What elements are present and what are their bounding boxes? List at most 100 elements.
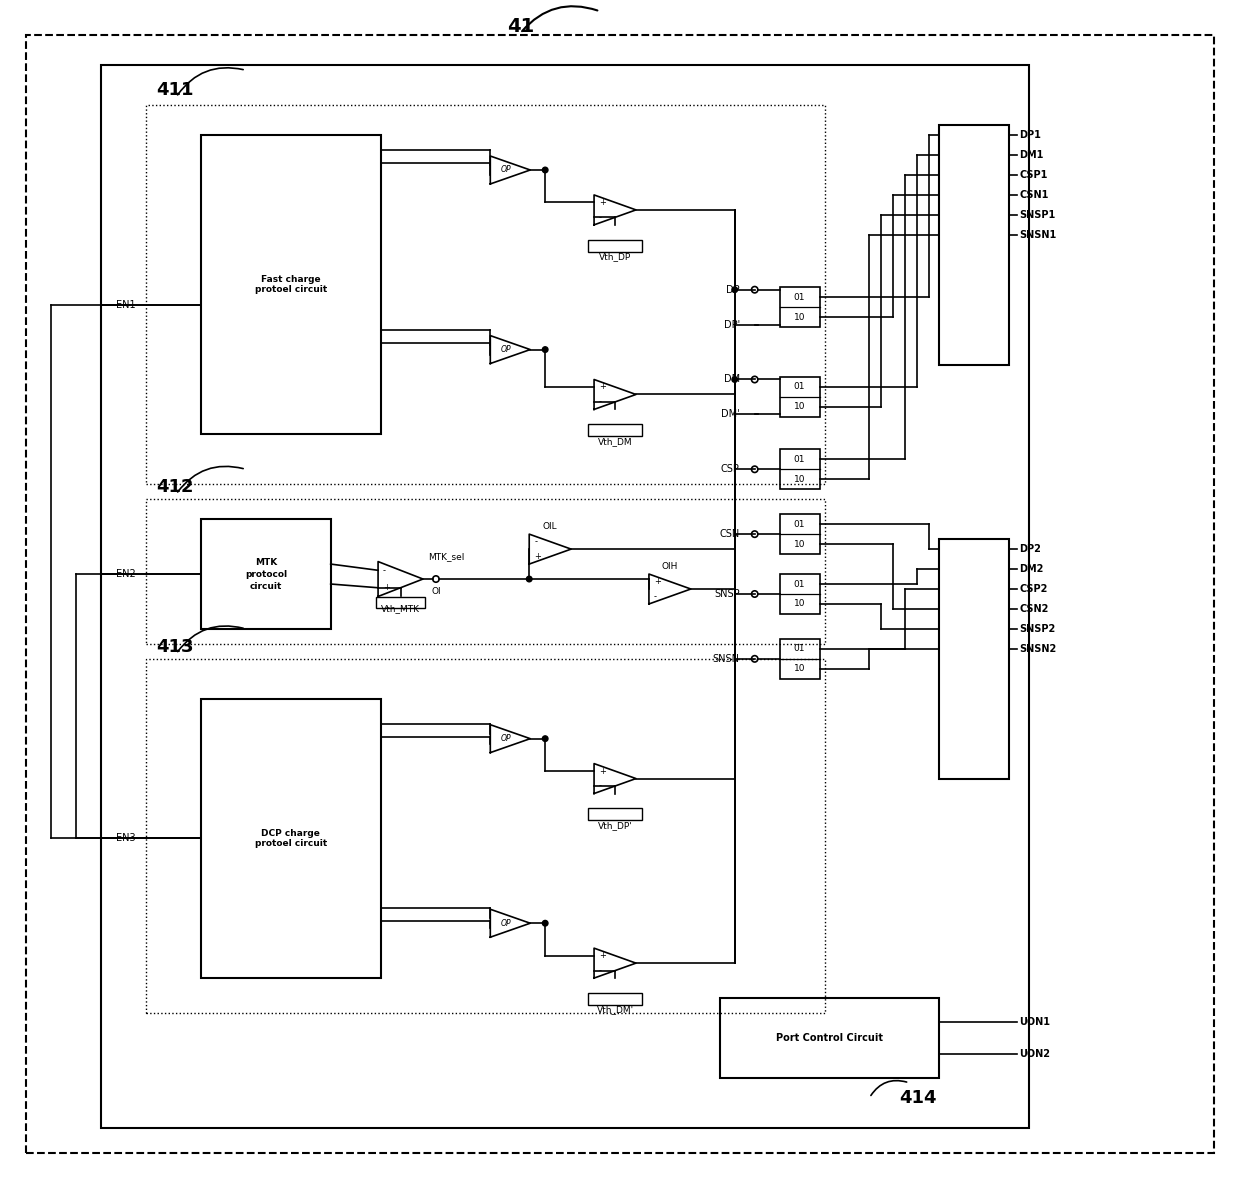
Text: UON2: UON2 [1019,1049,1050,1058]
Bar [201,135,381,435]
Text: 411: 411 [156,82,193,99]
Text: 10: 10 [794,599,805,609]
Bar [588,240,642,252]
Text: 01: 01 [794,644,805,654]
Text: EN2: EN2 [117,570,136,579]
Bar [376,598,425,609]
Text: OP: OP [501,734,512,744]
Text: EN1: EN1 [117,300,136,310]
Text: CSN: CSN [719,529,740,539]
Text: DM1: DM1 [1019,150,1043,160]
Text: DP': DP' [724,320,740,329]
Bar [146,105,825,484]
Bar [201,699,381,978]
Bar [588,993,642,1005]
Text: DM': DM' [722,410,740,419]
Text: DM: DM [724,374,740,385]
Circle shape [732,287,738,292]
Text: DP1: DP1 [1019,130,1040,140]
Text: Vth_DM: Vth_DM [598,437,632,446]
Bar [102,65,1029,1127]
Text: CSP: CSP [720,464,740,475]
Text: DP: DP [727,284,740,295]
Text: 01: 01 [794,520,805,529]
Text: Fast charge
protoel circuit: Fast charge protoel circuit [254,275,327,295]
Text: SNSN1: SNSN1 [1019,230,1056,240]
Text: 10: 10 [794,540,805,548]
Text: +: + [599,951,606,960]
Text: +: + [599,382,606,392]
Text: MTK: MTK [254,558,277,567]
Text: OIH: OIH [662,562,678,571]
Text: circuit: circuit [249,581,281,591]
Bar [939,539,1009,779]
Text: -: - [599,966,603,976]
Text: OP: OP [501,919,512,928]
Bar [588,809,642,821]
Text: UON1: UON1 [1019,1017,1050,1027]
Bar [939,126,1009,365]
Bar [780,574,820,614]
Circle shape [542,167,548,173]
Text: DM2: DM2 [1019,564,1043,574]
Text: DCP charge
protoel circuit: DCP charge protoel circuit [254,829,327,848]
Text: 414: 414 [899,1089,937,1107]
Text: SNSN: SNSN [713,654,740,664]
Bar [780,377,820,417]
Text: EN3: EN3 [117,834,136,843]
Bar [780,450,820,489]
Text: CSP2: CSP2 [1019,584,1048,594]
Circle shape [527,577,532,581]
Bar [146,658,825,1014]
Bar [780,639,820,678]
Text: +: + [383,584,389,592]
Text: 413: 413 [156,638,193,656]
Text: SNSP: SNSP [714,588,740,599]
Bar [201,519,331,629]
Bar [146,500,825,644]
Text: DP2: DP2 [1019,545,1040,554]
Text: protocol: protocol [244,570,286,579]
Circle shape [542,347,548,353]
Text: SNSN2: SNSN2 [1019,644,1056,654]
Text: 10: 10 [794,664,805,674]
Text: OP: OP [501,166,512,174]
Text: +: + [599,198,606,207]
Text: -: - [534,538,537,546]
Text: +: + [534,552,541,561]
Text: OI: OI [432,586,440,596]
Text: -: - [599,398,603,406]
Text: 01: 01 [794,292,805,302]
Text: 10: 10 [794,475,805,484]
Text: CSN2: CSN2 [1019,604,1049,614]
Text: 01: 01 [794,455,805,464]
Text: CSN1: CSN1 [1019,189,1049,200]
Bar [780,514,820,554]
Bar [719,998,939,1077]
Circle shape [542,736,548,741]
Text: Vth_DM': Vth_DM' [596,1005,634,1015]
Text: MTK_sel: MTK_sel [428,552,464,561]
Text: -: - [653,592,657,601]
Text: OP: OP [501,345,512,354]
Text: 412: 412 [156,478,193,496]
Circle shape [542,920,548,926]
Text: Port Control Circuit: Port Control Circuit [776,1032,883,1043]
Text: OIL: OIL [543,522,558,532]
Text: 10: 10 [794,403,805,411]
Text: 10: 10 [794,313,805,322]
Text: Vth_MTK: Vth_MTK [381,604,420,613]
Text: Vth_DP: Vth_DP [599,252,631,262]
Text: 41: 41 [507,17,534,36]
Text: -: - [599,781,603,791]
Text: 01: 01 [794,382,805,392]
Text: +: + [653,577,661,586]
Text: SNSP2: SNSP2 [1019,624,1055,633]
Text: CSP1: CSP1 [1019,170,1048,180]
Text: Vth_DP': Vth_DP' [598,821,632,830]
Bar [588,424,642,437]
Text: -: - [383,566,386,574]
Bar [780,288,820,327]
Text: -: - [599,213,603,221]
Text: +: + [599,766,606,776]
